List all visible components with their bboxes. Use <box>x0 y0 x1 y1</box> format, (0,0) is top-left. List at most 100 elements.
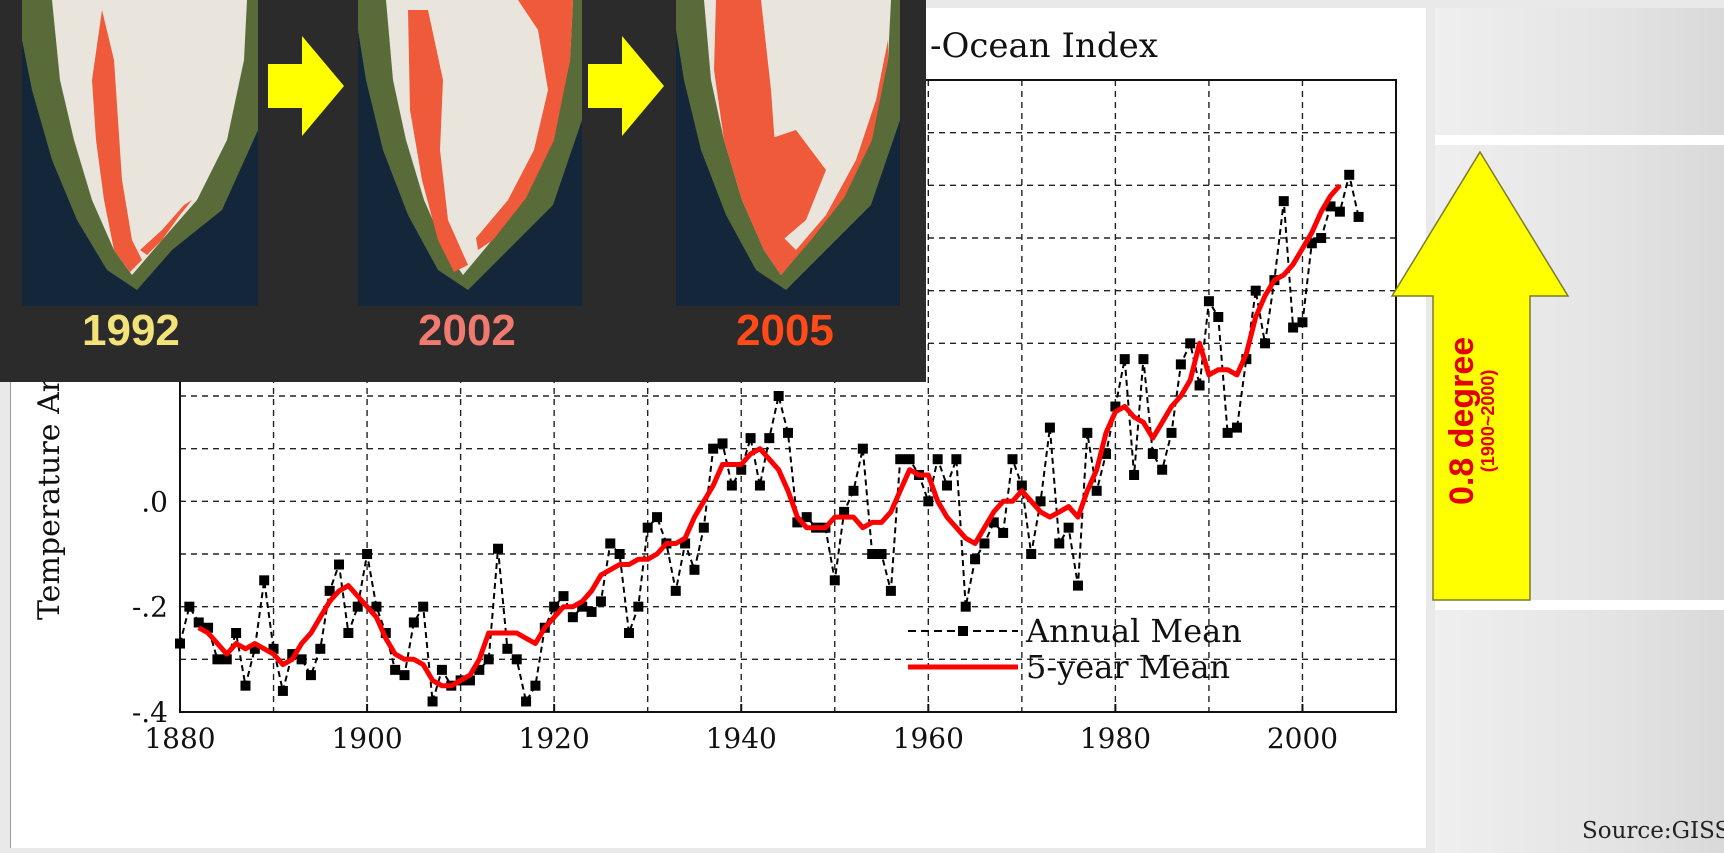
annual-mean-point <box>427 696 438 707</box>
legend-five-year-label: 5-year Mean <box>1026 648 1230 686</box>
annual-mean-point <box>1316 233 1327 243</box>
annual-mean-point <box>652 512 663 523</box>
annual-mean-point <box>633 601 644 612</box>
annual-mean-point <box>754 480 765 491</box>
annual-mean-point <box>1175 359 1186 370</box>
chart-title: -Ocean Index <box>930 26 1158 66</box>
annual-mean-point <box>249 643 260 654</box>
annual-mean-point <box>1194 380 1205 391</box>
annual-mean-point <box>1203 296 1214 307</box>
annual-mean-point <box>895 454 906 465</box>
five-year-mean-series <box>197 183 1342 689</box>
x-tick-label: 1900 <box>331 722 402 755</box>
greenland-map-1992 <box>22 0 258 306</box>
annual-mean-point <box>960 601 971 612</box>
x-tick-label: 1980 <box>1080 722 1151 755</box>
greenland-map-2002 <box>358 0 582 306</box>
annual-mean-point <box>988 517 999 528</box>
annual-mean-point <box>951 454 962 465</box>
annual-mean-point <box>483 654 494 665</box>
annual-mean-point <box>530 680 541 691</box>
annual-mean-point <box>979 538 990 549</box>
annual-mean-point <box>1157 464 1168 475</box>
x-tick-label: 1960 <box>893 722 964 755</box>
annual-mean-point <box>1147 448 1158 459</box>
annual-mean-point <box>801 512 812 523</box>
annual-mean-point <box>362 549 373 559</box>
annual-mean-point <box>614 549 625 559</box>
y-tick-label: -.4 <box>132 696 168 729</box>
annual-mean-point <box>240 680 251 691</box>
annual-mean-point <box>1091 485 1102 496</box>
annual-mean-point <box>221 654 232 665</box>
annual-mean-point <box>848 485 859 496</box>
divider-band <box>1435 135 1724 145</box>
annual-mean-point <box>1334 206 1345 217</box>
annual-mean-point <box>203 622 214 633</box>
annual-mean-point <box>1035 496 1046 507</box>
year-label-2002: 2002 <box>418 306 516 355</box>
annual-mean-point <box>399 670 410 681</box>
annual-mean-point <box>1054 538 1065 549</box>
x-tick-label: 1940 <box>706 722 777 755</box>
annual-mean-point <box>998 527 1009 538</box>
legend-annual-label: Annual Mean <box>1025 612 1242 650</box>
annual-mean-point <box>764 433 775 444</box>
annual-mean-point <box>1138 354 1149 365</box>
annual-mean-point <box>885 585 896 596</box>
annual-mean-point <box>605 538 616 549</box>
annual-mean-point <box>726 480 737 491</box>
temperature-rise-label: 0.8 degree (1900~2000) <box>1443 337 1498 505</box>
annual-mean-point <box>773 391 784 401</box>
greenland-melt-panel: 1992 2002 2005 <box>0 0 926 382</box>
annual-mean-point <box>595 596 606 607</box>
annual-mean-point <box>586 606 597 617</box>
y-tick-label: .0 <box>141 485 168 518</box>
annual-mean-point <box>857 443 868 454</box>
annual-mean-point <box>502 643 513 654</box>
annual-mean-point <box>371 601 382 612</box>
legend-annual-marker <box>958 626 968 636</box>
annual-mean-point <box>1353 211 1364 222</box>
annual-mean-point <box>558 591 569 602</box>
annual-mean-point <box>296 654 307 665</box>
annual-mean-point <box>876 549 887 559</box>
annual-mean-point <box>408 617 419 628</box>
greenland-map-2005 <box>676 0 900 306</box>
x-tick-label: 1880 <box>144 722 215 755</box>
annual-mean-point <box>1213 312 1224 322</box>
annual-mean-point <box>689 564 700 575</box>
annual-mean-point <box>259 575 270 586</box>
annual-mean-point <box>942 480 953 491</box>
divider-band <box>1435 600 1724 610</box>
five-year-mean-line <box>197 183 1342 689</box>
annual-mean-point <box>736 464 747 475</box>
temperature-rise-arrow-icon <box>1390 150 1570 601</box>
annual-mean-point <box>268 643 279 654</box>
y-axis-label: Temperature An <box>32 372 67 620</box>
annual-mean-point <box>493 543 504 554</box>
annual-mean-point <box>1278 196 1289 207</box>
annual-mean-point <box>1166 427 1177 438</box>
annual-mean-point <box>343 628 354 638</box>
annual-mean-point <box>577 601 588 612</box>
rise-period: (1900~2000) <box>1478 369 1498 473</box>
annual-mean-point <box>474 664 485 675</box>
x-tick-label: 1920 <box>519 722 590 755</box>
annual-mean-point <box>287 649 298 660</box>
annual-mean-point <box>1063 522 1074 533</box>
annual-mean-point <box>184 601 195 612</box>
annual-mean-point <box>1026 549 1037 559</box>
annual-mean-point <box>783 427 793 438</box>
annual-mean-point <box>708 443 719 454</box>
annual-mean-point <box>549 601 560 612</box>
annual-mean-point <box>390 664 401 675</box>
annual-mean-point <box>642 522 653 533</box>
annual-mean-point <box>231 628 242 638</box>
annual-mean-point <box>1297 317 1308 328</box>
annual-mean-point <box>1344 169 1355 180</box>
annual-mean-point <box>352 601 363 612</box>
annual-mean-point <box>1110 401 1121 412</box>
annual-mean-point <box>904 454 915 465</box>
